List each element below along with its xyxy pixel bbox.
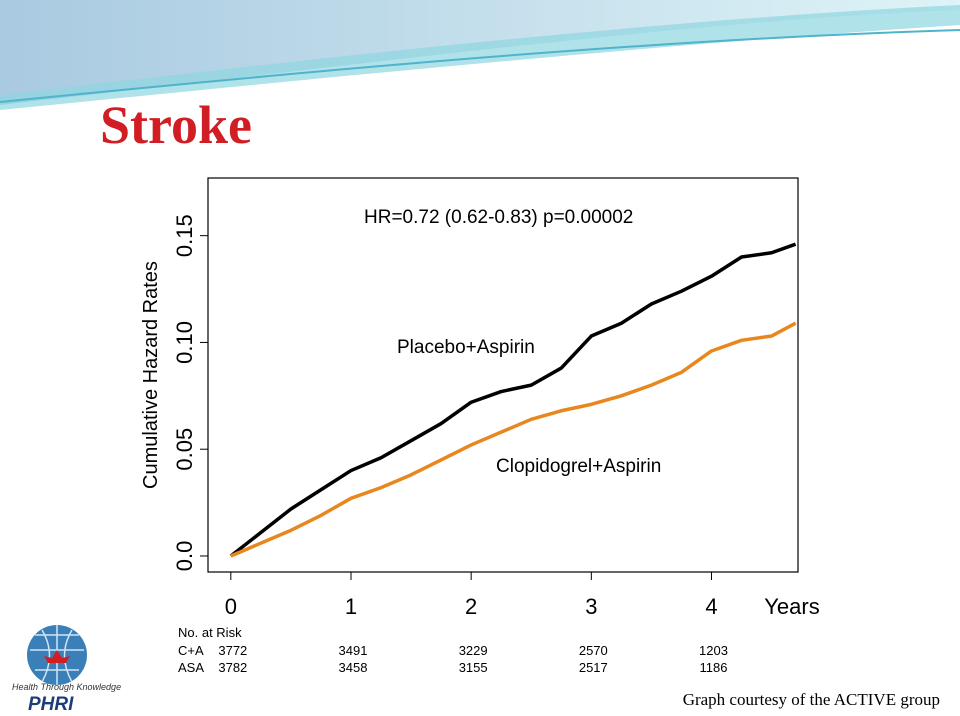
risk-table-title: No. at Risk <box>178 625 242 640</box>
risk-count: 3458 <box>339 660 368 675</box>
risk-count: 3229 <box>459 643 488 658</box>
slide-title: Stroke <box>100 95 252 155</box>
x-tick-label: 3 <box>585 594 597 619</box>
risk-count: 3155 <box>459 660 488 675</box>
annotation: HR=0.72 (0.62-0.83) p=0.00002 <box>364 207 633 228</box>
plot-frame <box>207 177 799 573</box>
risk-row-label: C+A <box>178 643 204 658</box>
series-line <box>230 321 797 558</box>
series-label: Placebo+Aspirin <box>397 337 535 358</box>
logo-name: PHRI <box>28 694 74 715</box>
logo: Health Through Knowledge PHRI <box>12 625 121 715</box>
y-tick-label: 0.10 <box>172 321 197 364</box>
x-tick-label: 2 <box>465 594 477 619</box>
x-axis-label: Years <box>764 594 819 619</box>
risk-count: 1203 <box>699 643 728 658</box>
y-tick-label: 0.0 <box>172 541 197 572</box>
logo-tagline: Health Through Knowledge <box>12 682 121 692</box>
series-label: Clopidogrel+Aspirin <box>496 456 661 477</box>
risk-row-label: ASA <box>178 660 204 675</box>
risk-count: 3772 <box>218 643 247 658</box>
x-tick-label: 4 <box>705 594 717 619</box>
y-tick-label: 0.15 <box>172 214 197 257</box>
risk-count: 3491 <box>339 643 368 658</box>
footer-credit: Graph courtesy of the ACTIVE group <box>683 690 940 709</box>
header-swoosh <box>0 0 960 110</box>
risk-count: 2517 <box>579 660 608 675</box>
y-axis-label: Cumulative Hazard Rates <box>140 261 162 489</box>
x-tick-label: 1 <box>345 594 357 619</box>
series-line <box>229 242 797 558</box>
y-tick-label: 0.05 <box>172 428 197 471</box>
x-tick-label: 0 <box>225 594 237 619</box>
risk-count: 2570 <box>579 643 608 658</box>
risk-count: 3782 <box>218 660 247 675</box>
risk-count: 1186 <box>699 660 727 675</box>
